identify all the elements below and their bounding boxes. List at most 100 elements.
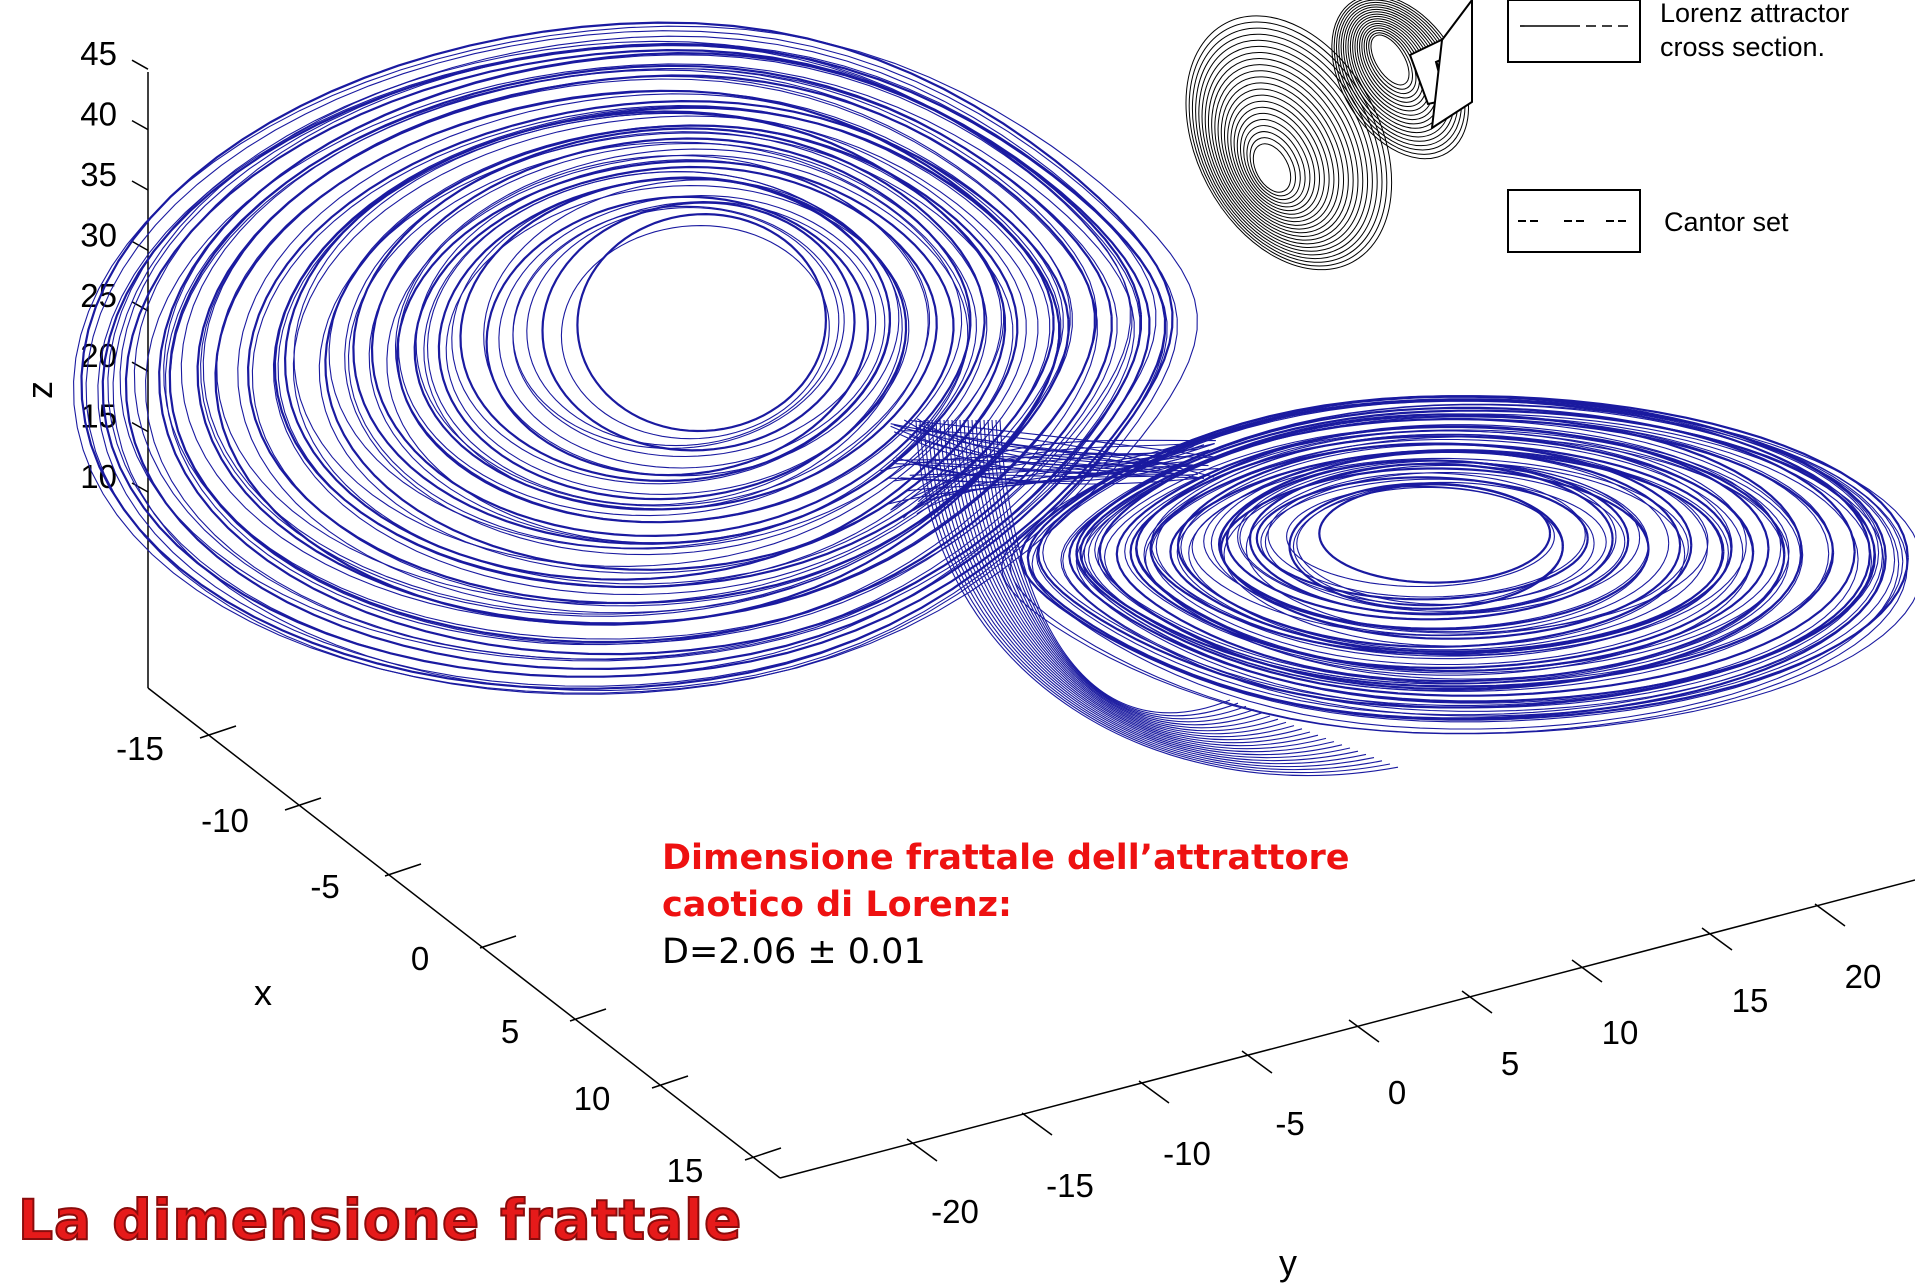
attractor-loop	[85, 30, 1178, 695]
attractor-strand	[893, 431, 1180, 474]
attractor-strand	[947, 419, 1335, 752]
attractor-loop	[73, 25, 1198, 694]
attractor-strand	[919, 419, 1391, 773]
attractor-loop	[394, 148, 963, 523]
attractor-loop	[1103, 430, 1785, 685]
attractor-loop	[1019, 395, 1909, 721]
z-tick-label: 25	[80, 277, 117, 314]
attractor-loop	[1149, 442, 1733, 655]
attractor-strand	[890, 425, 1200, 467]
x-tick-mark	[199, 725, 237, 739]
attractor-strand	[917, 453, 1218, 503]
inset-swirl-loop	[1246, 131, 1301, 201]
attractor-loop	[1188, 450, 1729, 656]
y-tick-mark	[1701, 927, 1733, 951]
x-tick-mark	[569, 1008, 607, 1022]
inset-swirl-loop	[1230, 100, 1325, 219]
y-tick-label: 15	[1732, 982, 1769, 1019]
attractor-strand	[955, 419, 1319, 747]
attractor-loop	[1143, 433, 1754, 676]
attractor-loop	[318, 132, 1014, 574]
inset-swirl-loop	[1368, 32, 1413, 90]
y-tick-mark	[1571, 959, 1603, 983]
x-tick-label: -15	[116, 730, 164, 767]
y-axis-ticks: -20 -15 -10 -5 0 5 10 15 20	[906, 903, 1881, 1230]
y-tick-mark	[1348, 1019, 1380, 1043]
attractor-loop	[80, 21, 1174, 690]
attractor-loop	[1260, 478, 1607, 606]
attractor-loop	[1255, 476, 1589, 601]
attractor-strand	[902, 443, 1182, 519]
attractor-loop	[413, 165, 938, 511]
attractor-loop	[576, 212, 828, 433]
inset-swirl-loop	[1188, 21, 1388, 267]
attractor-loop	[1292, 486, 1563, 607]
y-tick-mark	[1461, 990, 1493, 1014]
y-tick-label: -10	[1163, 1135, 1211, 1172]
attractor-loop	[200, 78, 1073, 617]
inset-swirl-loop	[1217, 76, 1345, 234]
attractor-loop	[328, 124, 1005, 550]
inset-swirl-loop	[1252, 143, 1292, 193]
attractor-strand	[909, 419, 1216, 458]
attractor-loop	[498, 195, 886, 469]
y-tick-mark	[1241, 1050, 1273, 1074]
z-tick-mark	[131, 119, 149, 131]
attractor-loop	[423, 171, 907, 511]
inset-swirl-loop	[1201, 45, 1369, 252]
inset-swirl-loop	[1191, 27, 1383, 263]
attractor-strand	[923, 419, 1383, 771]
z-tick-label: 30	[80, 216, 117, 253]
attractor-strand	[967, 419, 1295, 738]
inset-swirl-loop	[1233, 106, 1321, 215]
attractor-strand	[979, 419, 1271, 729]
attractor-strand	[943, 419, 1343, 756]
attractor-strand	[931, 419, 1367, 764]
attractor-loop	[292, 115, 1039, 585]
attractor-strand	[918, 464, 1197, 485]
attractor-loop	[526, 206, 840, 447]
y-tick-label: 10	[1602, 1014, 1639, 1051]
attractor-loop	[1218, 450, 1682, 640]
inset-swirl-loop	[1361, 25, 1424, 103]
y-axis-line	[779, 879, 1915, 1179]
attractor-loop	[164, 69, 1098, 646]
attractor-strand	[896, 457, 1180, 482]
attractor-section-box	[1507, 0, 1641, 63]
x-tick-mark	[744, 1147, 782, 1161]
inset-swirl-loop	[1363, 27, 1420, 99]
inset-swirl-loop	[1214, 70, 1349, 237]
annotation-line-3: D=2.06 ± 0.01	[662, 932, 926, 972]
attractor-loop	[1225, 459, 1630, 621]
attractor-loop	[202, 75, 1071, 615]
x-axis-ticks: -15 -10 -5 0 5 10 15	[116, 725, 782, 1189]
attractor-loop	[1144, 436, 1790, 680]
attractor-strand	[991, 419, 1247, 720]
y-tick-mark	[1138, 1080, 1170, 1104]
y-tick-label: -5	[1275, 1105, 1304, 1142]
attractor-loop	[119, 42, 1157, 662]
inset-label-cantor: Cantor set	[1664, 207, 1789, 237]
x-tick-mark	[479, 935, 517, 949]
x-tick-mark	[384, 863, 422, 877]
z-tick-mark	[131, 240, 149, 252]
attractor-strand	[959, 419, 1311, 744]
attractor-loop	[124, 48, 1151, 671]
attractor-strand	[975, 419, 1279, 732]
attractor-loop	[145, 63, 1135, 660]
inset-swirl-loop	[1185, 15, 1393, 271]
x-tick-label: 10	[574, 1080, 611, 1117]
inset-swirl-loop	[1227, 94, 1330, 223]
attractor-loop	[107, 40, 1141, 678]
y-tick-label: -20	[931, 1193, 979, 1230]
inset-swirl-loop	[1370, 34, 1410, 86]
attractor-loop	[437, 177, 908, 501]
attractor-loop	[196, 74, 1096, 625]
inset-swirl-loop	[1236, 112, 1316, 212]
attractor-loop	[1169, 450, 1725, 653]
attractor-loop	[283, 110, 1007, 581]
x-axis-line	[147, 687, 781, 1179]
inset-swirl-loop	[1198, 39, 1373, 256]
x-tick-label: -5	[310, 868, 339, 905]
